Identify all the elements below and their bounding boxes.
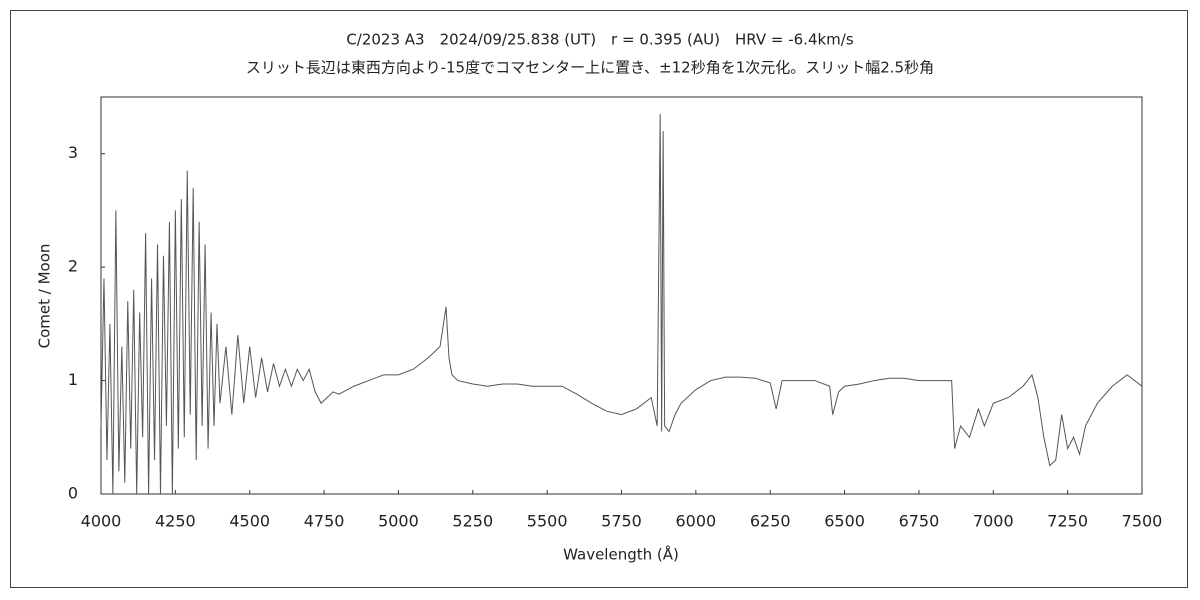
- y-tick-label: 0: [68, 484, 78, 503]
- x-tick-label: 6500: [824, 512, 865, 531]
- y-axis-label: Comet / Moon: [36, 244, 54, 349]
- plot-area: [100, 96, 1143, 495]
- x-tick-label: 7000: [973, 512, 1014, 531]
- frame: [10, 10, 1188, 588]
- x-tick-label: 5750: [601, 512, 642, 531]
- x-tick-label: 7250: [1047, 512, 1088, 531]
- x-tick-label: 4250: [155, 512, 196, 531]
- chart-title: C/2023 A3 2024/09/25.838 (UT) r = 0.395 …: [346, 31, 854, 49]
- x-tick-label: 6000: [675, 512, 716, 531]
- x-tick-label: 6750: [899, 512, 940, 531]
- x-tick-label: 7500: [1122, 512, 1163, 531]
- x-tick-label: 4750: [304, 512, 345, 531]
- chart-subtitle: スリット長辺は東西方向より-15度でコマセンター上に置き、±12秒角を1次元化。…: [246, 59, 934, 77]
- y-tick-label: 1: [68, 370, 78, 389]
- x-axis-label: Wavelength (Å): [563, 545, 679, 564]
- x-tick-label: 5250: [452, 512, 493, 531]
- x-tick-label: 5000: [378, 512, 419, 531]
- y-tick-label: 2: [68, 257, 78, 276]
- x-tick-label: 4500: [229, 512, 270, 531]
- spectrum-line: [100, 114, 1143, 495]
- y-tick-label: 3: [68, 143, 78, 162]
- x-tick-label: 5500: [527, 512, 568, 531]
- x-tick-label: 6250: [750, 512, 791, 531]
- x-tick-label: 4000: [81, 512, 122, 531]
